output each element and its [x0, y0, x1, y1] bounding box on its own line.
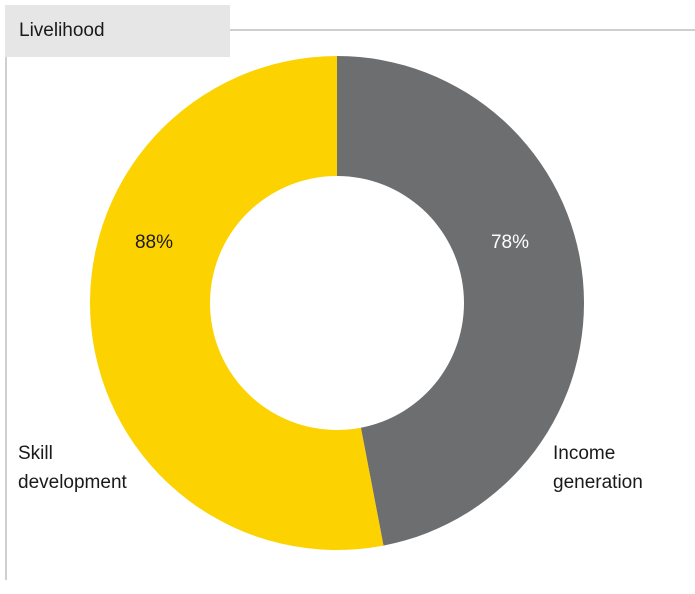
- header-tab: Livelihood: [5, 5, 230, 57]
- category-label-skill-development: Skill development: [18, 443, 128, 493]
- chart-title: Livelihood: [19, 20, 105, 41]
- header-divider: [230, 29, 695, 31]
- slice-skill-development: [90, 56, 384, 550]
- category-label-income-generation: Income generation: [553, 443, 643, 493]
- slices-group: [90, 56, 585, 550]
- slice-income-generation: [337, 56, 585, 546]
- labels-group: 78% 88% Income generation Skill development: [18, 232, 643, 493]
- value-label-skill-development: 88%: [135, 232, 173, 253]
- left-divider: [5, 57, 7, 580]
- value-label-income-generation: 78%: [491, 232, 529, 253]
